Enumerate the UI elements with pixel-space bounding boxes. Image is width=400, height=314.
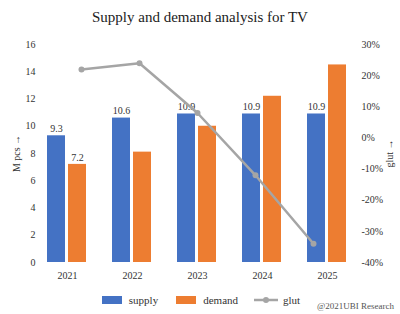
svg-text:7.2: 7.2 <box>71 152 84 163</box>
html-text:glut: glut <box>283 294 301 306</box>
svg-text:2: 2 <box>31 229 36 240</box>
svg-text:0%: 0% <box>362 132 375 143</box>
svg-text:20%: 20% <box>362 70 380 81</box>
svg-text:16: 16 <box>26 39 36 50</box>
svg-text:10: 10 <box>26 120 36 131</box>
svg-text:4: 4 <box>31 202 36 213</box>
svg-text:10%: 10% <box>362 101 380 112</box>
svg-text:-40%: -40% <box>362 257 384 268</box>
svg-text:10.9: 10.9 <box>177 101 196 113</box>
html-text:Supply and demand analysis for: Supply and demand analysis for TV <box>92 9 308 25</box>
svg-text:8: 8 <box>31 148 36 159</box>
svg-text:2022: 2022 <box>123 270 143 281</box>
html-text:@2021UBI Research: @2021UBI Research <box>317 301 394 311</box>
svg-text:10.9: 10.9 <box>308 101 326 112</box>
svg-text:-30%: -30% <box>362 226 384 237</box>
svg-text:2021: 2021 <box>58 270 78 281</box>
svg-text:2025: 2025 <box>318 270 338 281</box>
html-text:demand: demand <box>203 294 238 306</box>
svg-text:2023: 2023 <box>188 270 208 281</box>
svg-text:2024: 2024 <box>253 270 273 281</box>
svg-text:glut →: glut → <box>384 139 395 167</box>
svg-text:10.9: 10.9 <box>243 101 261 112</box>
svg-text:6: 6 <box>31 175 36 186</box>
svg-text:M pcs →: M pcs → <box>11 135 22 172</box>
svg-text:-10%: -10% <box>362 163 384 174</box>
svg-text:10.6: 10.6 <box>113 105 131 116</box>
svg-text:0: 0 <box>31 257 36 268</box>
svg-text:-20%: -20% <box>362 194 384 205</box>
html-text:supply: supply <box>128 294 159 306</box>
svg-text:30%: 30% <box>362 39 380 50</box>
svg-text:12: 12 <box>26 93 36 104</box>
svg-text:14: 14 <box>26 66 36 77</box>
svg-text:9.3: 9.3 <box>50 123 63 134</box>
